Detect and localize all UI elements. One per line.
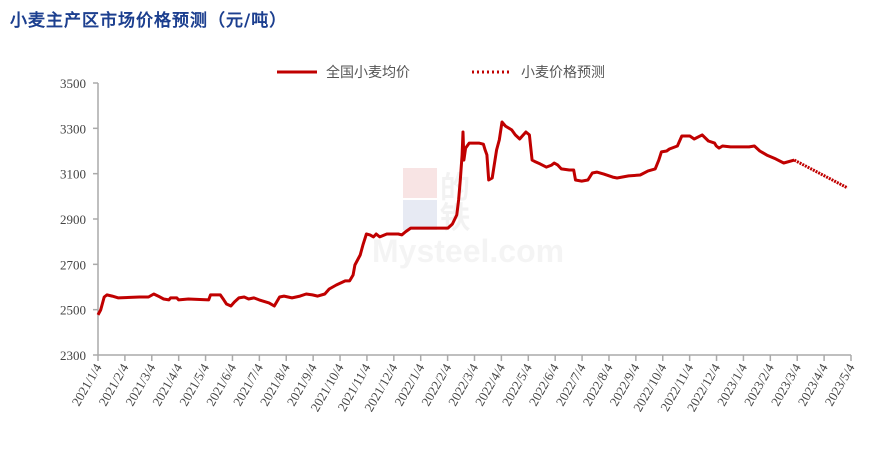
- y-tick-label: 2900: [60, 212, 86, 227]
- chart-title: 小麦主产区市场价格预测（元/吨）: [10, 11, 288, 31]
- y-tick-label: 2300: [60, 348, 86, 363]
- legend: 全国小麦均价 小麦价格预测: [277, 64, 605, 81]
- watermark-mark: [403, 200, 437, 230]
- legend-label: 小麦价格预测: [521, 65, 605, 81]
- watermark-text: 的: [440, 171, 470, 206]
- watermark-logo: 的 铁 Mysteel.com: [372, 168, 564, 269]
- legend-label: 全国小麦均价: [326, 64, 410, 81]
- watermark-text: Mysteel.com: [372, 233, 564, 269]
- y-tick-label: 3100: [60, 167, 86, 182]
- y-tick-label: 2500: [60, 303, 86, 318]
- series-line-forecast: [793, 158, 849, 190]
- watermark-mark: [403, 168, 437, 198]
- y-tick-label: 3500: [60, 76, 86, 91]
- y-tick-label: 2700: [60, 257, 86, 272]
- series-line-actual: [96, 120, 795, 316]
- y-tick-label: 3300: [60, 121, 86, 136]
